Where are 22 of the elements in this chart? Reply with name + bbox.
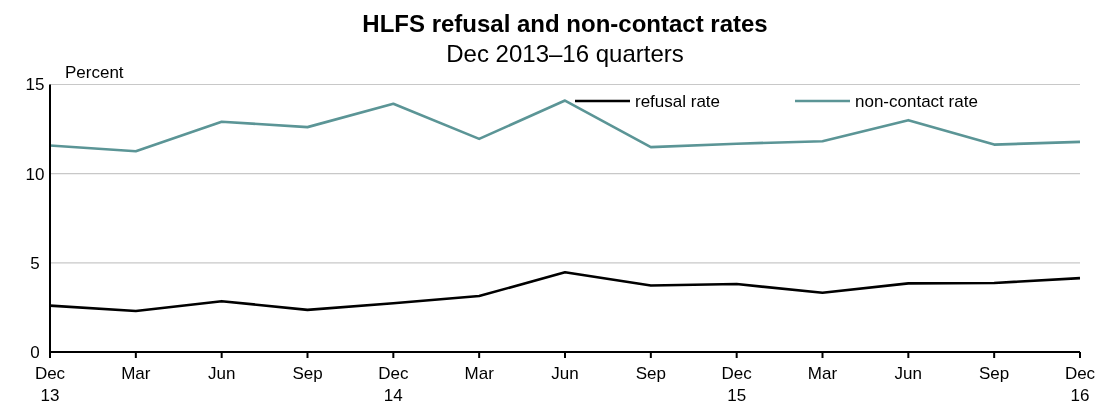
x-tick-label: Mar	[121, 364, 151, 383]
x-tick-label: Mar	[807, 364, 838, 383]
y-axis-title: Percent	[65, 63, 124, 82]
x-tick-label: Dec 16	[1064, 364, 1096, 405]
y-tick-label: 0	[30, 342, 40, 362]
x-tick-label: Sep	[635, 364, 666, 383]
chart-subtitle: Dec 2013–16 quarters	[446, 40, 684, 67]
x-tick-label: Jun	[894, 364, 923, 383]
y-tick-label: 5	[30, 253, 40, 273]
x-tick-label: Sep	[292, 364, 323, 383]
y-tick-label: 15	[25, 75, 45, 95]
x-tick-label: Dec 14	[378, 364, 409, 405]
legend-label: refusal rate	[635, 91, 721, 111]
y-tick-label: 10	[25, 164, 45, 184]
x-tick-label: Dec 13	[34, 364, 66, 405]
x-tick-label: Jun	[551, 364, 579, 383]
x-tick-label: Dec 15	[721, 364, 753, 405]
legend-label: non-contact rate	[855, 91, 978, 111]
x-tick-label: Mar	[464, 364, 495, 383]
x-tick-label: Sep	[979, 364, 1010, 383]
chart-title: HLFS refusal and non-contact rates	[362, 10, 768, 37]
x-tick-label: Jun	[207, 364, 236, 383]
